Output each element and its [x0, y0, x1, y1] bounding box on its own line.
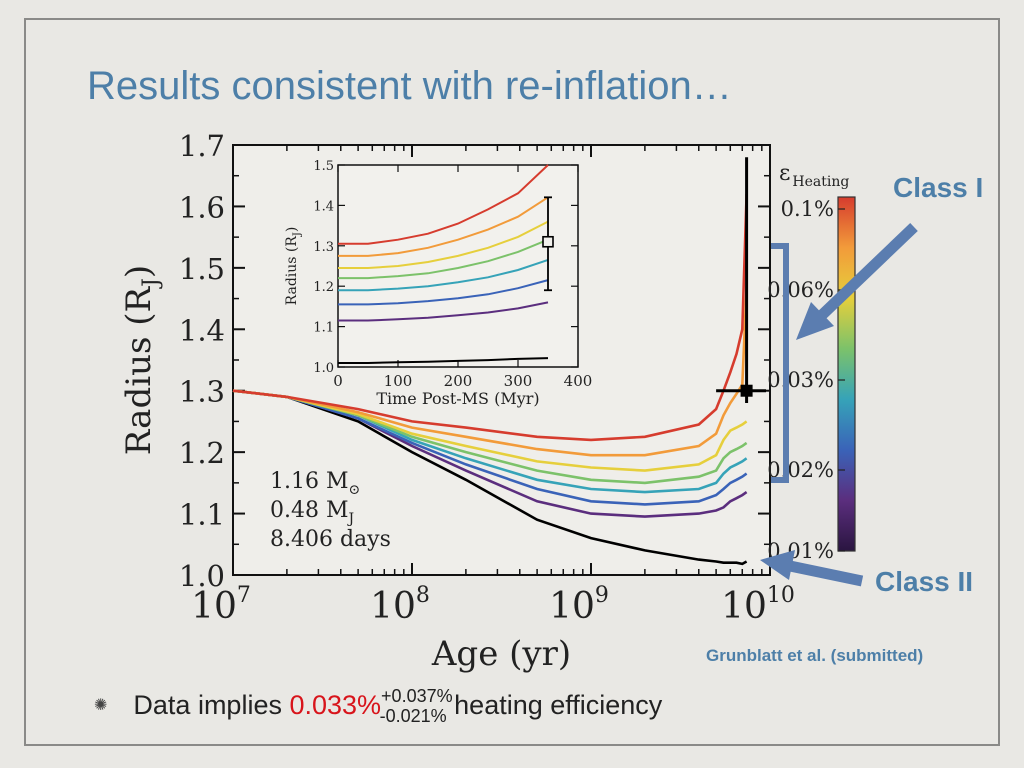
inset-series-line-0 — [338, 357, 549, 364]
class-ii-label: Class II — [875, 566, 973, 597]
y-axis-label-close: ) — [119, 265, 159, 278]
inset-x-tick-label: 300 — [504, 372, 533, 390]
class-i-arrow-head — [796, 302, 834, 340]
inset-x-tick-label: 100 — [384, 372, 413, 390]
class-i-arrow-shaft — [818, 223, 918, 319]
series-line-7 — [232, 194, 748, 442]
series-line-5 — [232, 389, 748, 472]
series-line-4 — [232, 389, 748, 485]
colorbar-tick-label: 0.03% — [767, 368, 834, 392]
class-i-label: Class I — [893, 172, 983, 203]
class-i-bracket — [771, 243, 789, 483]
y-tick-label: 1.6 — [179, 190, 225, 224]
class-ii-arrow-shaft — [788, 560, 864, 587]
system-label-2: 8.406 days — [270, 527, 391, 552]
inset-x-tick-label: 0 — [333, 372, 343, 390]
y-tick-label: 1.3 — [179, 375, 225, 409]
x-tick-label: 107 — [191, 583, 251, 627]
system-label-sub: ⊙ — [349, 482, 361, 498]
colorbar-tick-label: 0.06% — [767, 278, 834, 302]
slide-frame — [24, 18, 1000, 746]
y-tick-label: 1.0 — [179, 559, 225, 593]
system-label-1: 0.48 MJ — [270, 498, 354, 527]
inset-series-line-3 — [338, 258, 549, 292]
y-tick-label: 1.1 — [179, 498, 225, 532]
efficiency-minus-error: -0.021% — [379, 706, 447, 726]
system-label-0: 1.16 M⊙ — [270, 469, 360, 498]
y-tick-label: 1.7 — [179, 129, 225, 163]
bullet-prefix: Data implies — [133, 690, 290, 720]
x-tick-label: 108 — [370, 583, 430, 627]
inset-series-line-4 — [338, 238, 549, 280]
inset-series-line-7 — [338, 164, 549, 245]
inset-y-tick-label: 1.4 — [313, 199, 334, 214]
y-tick-label: 1.2 — [179, 436, 225, 470]
colorbar-label-sub: Heating — [792, 174, 849, 190]
inset-series-line-1 — [338, 301, 549, 322]
x-axis-label: Age (yr) — [431, 634, 571, 674]
inset-series-line-6 — [338, 196, 549, 257]
x-tick-label: 1010 — [721, 583, 795, 627]
inset-y-tick-label: 1.1 — [313, 321, 334, 336]
bullet-suffix: heating efficiency — [446, 690, 663, 720]
colorbar-tick-label: 0.1% — [781, 197, 834, 221]
y-axis-label-sub: J — [139, 278, 164, 289]
data-point-marker — [740, 384, 753, 397]
credit-label: Grunblatt et al. (submitted) — [706, 646, 923, 665]
inset-y-axis-label: Radius (RJ) — [284, 227, 303, 306]
inset-data-point-marker — [542, 235, 554, 248]
inset-x-tick-label: 200 — [444, 372, 473, 390]
inset-y-tick-label: 1.5 — [313, 159, 334, 174]
inset-plot-area — [337, 164, 579, 368]
inset-y-tick-label: 1.0 — [313, 361, 334, 376]
bullet-icon: ✺ — [94, 697, 108, 714]
colorbar-label: ε Heating — [779, 161, 849, 190]
inset-series-line-5 — [338, 220, 549, 269]
inset-series-line-2 — [338, 279, 549, 306]
inset-y-axis-label-sub: J — [292, 232, 303, 237]
y-axis-label: Radius (RJ) — [119, 265, 164, 455]
y-tick-label: 1.5 — [179, 252, 225, 286]
x-tick-exponent: 7 — [237, 583, 251, 608]
series-line-2 — [232, 389, 748, 506]
inset-x-tick-label: 400 — [564, 372, 593, 390]
inset-y-tick-label: 1.3 — [313, 240, 334, 255]
class-ii-arrow-head — [760, 550, 795, 580]
y-tick-label: 1.4 — [179, 313, 225, 347]
inset-y-tick-label: 1.2 — [313, 280, 334, 295]
efficiency-value: 0.033% — [289, 690, 382, 720]
series-line-0 — [232, 389, 748, 566]
inset-x-axis-label: Time Post-MS (Myr) — [376, 389, 539, 408]
bullet-point: ✺ Data implies 0.033%+0.037%-0.021% heati… — [94, 686, 663, 726]
x-tick-exponent: 8 — [416, 583, 430, 608]
slide-title: Results consistent with re-inflation… — [87, 64, 732, 108]
colorbar — [837, 196, 856, 552]
inset-y-axis-label-close: ) — [284, 227, 300, 232]
efficiency-plus-error: +0.037% — [381, 686, 453, 706]
x-tick-exponent: 9 — [595, 583, 609, 608]
x-tick-exponent: 10 — [767, 583, 795, 608]
x-tick-label: 109 — [549, 583, 609, 627]
series-line-6 — [232, 286, 748, 457]
system-label-sub: J — [347, 511, 355, 527]
